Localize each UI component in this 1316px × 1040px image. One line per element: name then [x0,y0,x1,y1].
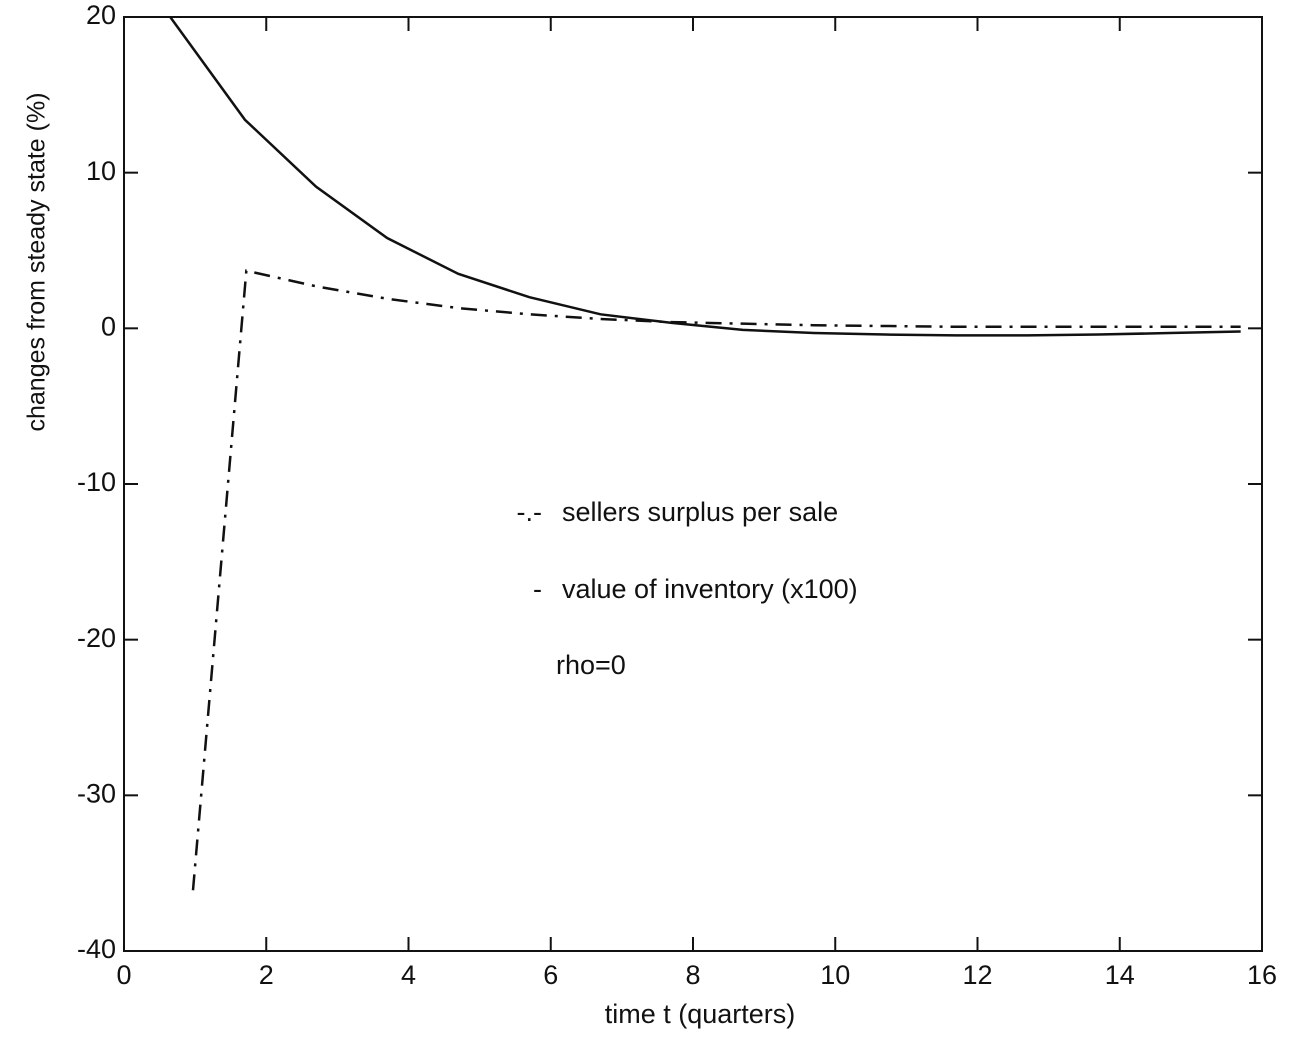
legend-label: sellers surplus per sale [562,497,838,527]
plot-frame [123,16,1263,952]
series-line [169,16,1241,337]
series-line [191,269,1241,891]
x-tick-label: 2 [259,960,274,990]
y-tick-label: -10 [77,467,116,497]
x-tick-label: 12 [962,960,992,990]
legend-marker: -.- [517,497,542,527]
y-axis-label: changes from steady state (%) [23,92,51,431]
x-tick-label: 14 [1105,960,1135,990]
x-tick-label: 6 [543,960,558,990]
y-tick-label: 20 [86,0,116,30]
legend-marker: - [533,574,542,604]
y-tick-label: -30 [77,778,116,808]
y-tick-label: 0 [101,311,116,341]
annotation: rho=0 [556,650,626,680]
x-tick-label: 0 [116,960,131,990]
x-tick-label: 10 [820,960,850,990]
y-tick-label: -40 [77,934,116,964]
y-tick-label: 10 [86,156,116,186]
x-tick-label: 16 [1247,960,1277,990]
legend-label: value of inventory (x100) [562,574,858,604]
x-tick-label: 4 [401,960,416,990]
x-axis-label: time t (quarters) [605,999,796,1029]
x-tick-label: 8 [685,960,700,990]
y-tick-label: -20 [77,623,116,653]
